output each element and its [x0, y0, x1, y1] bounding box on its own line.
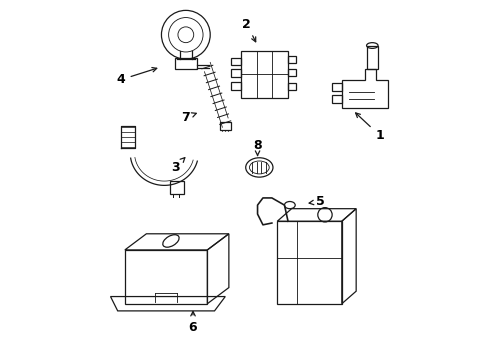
Bar: [277, 221, 342, 304]
Bar: [231, 69, 242, 77]
Text: 5: 5: [309, 195, 325, 208]
Text: 7: 7: [181, 111, 196, 124]
Bar: [288, 83, 296, 90]
Bar: [170, 181, 184, 194]
Text: 2: 2: [243, 18, 256, 42]
Bar: [220, 122, 231, 130]
Bar: [288, 56, 296, 63]
Bar: [125, 250, 207, 304]
Text: 8: 8: [253, 139, 262, 156]
Text: 1: 1: [356, 113, 384, 142]
Text: 3: 3: [171, 158, 185, 174]
Text: 4: 4: [117, 68, 157, 86]
Bar: [175, 58, 197, 69]
Text: 6: 6: [189, 311, 197, 333]
Bar: [332, 95, 342, 103]
Bar: [288, 69, 296, 76]
Bar: [242, 51, 288, 98]
Bar: [231, 58, 242, 65]
Bar: [231, 82, 242, 90]
Bar: [332, 83, 342, 91]
Bar: [367, 45, 378, 69]
